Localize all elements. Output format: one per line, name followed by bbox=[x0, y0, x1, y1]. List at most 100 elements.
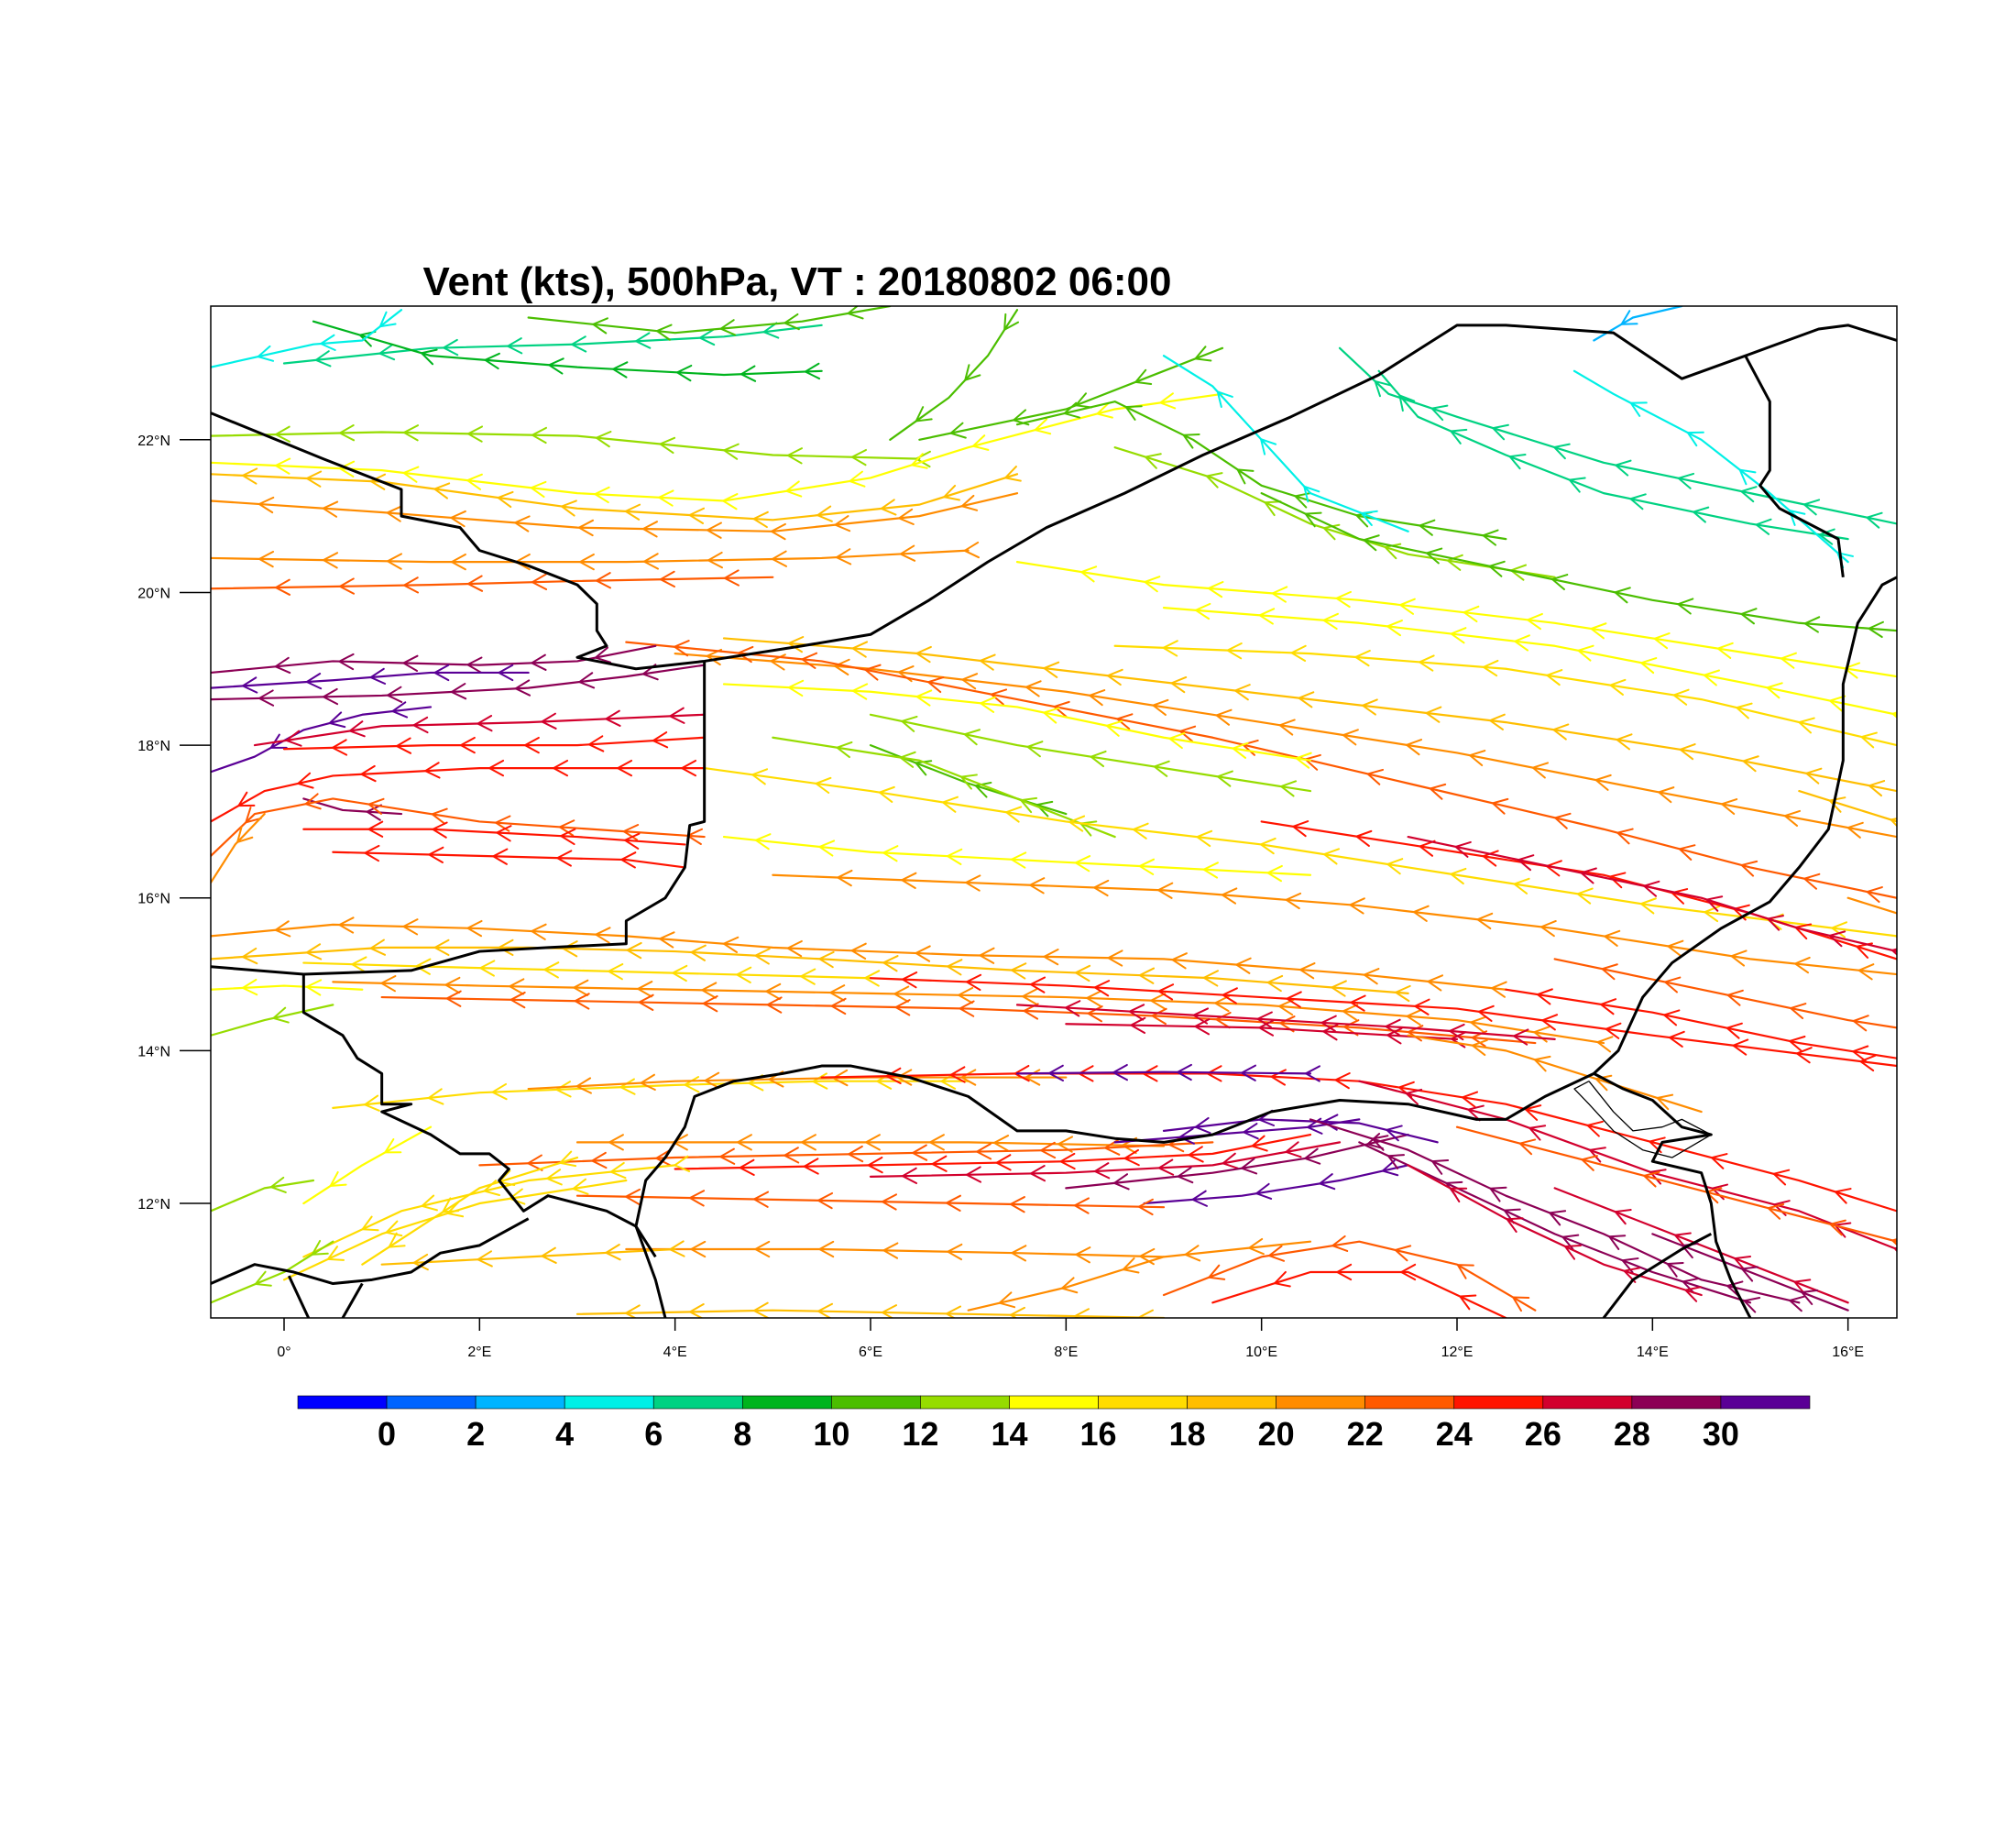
streamline-arrow bbox=[880, 1193, 898, 1211]
streamline-arrow bbox=[1413, 998, 1430, 1015]
streamline-arrow bbox=[687, 1190, 706, 1207]
streamline-arrow bbox=[1470, 1038, 1488, 1057]
streamline-arrow bbox=[689, 1240, 707, 1258]
y-tick-label: 14°N bbox=[137, 1044, 170, 1059]
streamline bbox=[1455, 1125, 1897, 1246]
streamline-arrow bbox=[360, 1215, 379, 1232]
streamline-arrow bbox=[1828, 1219, 1846, 1236]
streamline bbox=[282, 731, 706, 756]
streamline-arrow bbox=[829, 997, 847, 1015]
streamline-arrow bbox=[1073, 855, 1091, 873]
streamline-arrow bbox=[1279, 780, 1298, 797]
color-bar-swatch bbox=[1542, 1395, 1633, 1410]
streamline-arrow bbox=[1136, 1198, 1154, 1216]
streamline-arrow bbox=[577, 553, 595, 571]
streamline-arrow bbox=[800, 652, 818, 669]
streamline-arrow bbox=[433, 664, 450, 682]
streamline-arrow bbox=[674, 364, 693, 382]
streamline bbox=[1846, 896, 1897, 915]
streamline-arrow bbox=[1277, 719, 1296, 736]
streamline-arrow bbox=[1161, 640, 1178, 657]
streamline-arrow bbox=[930, 1155, 948, 1172]
streamline-arrow bbox=[866, 1156, 883, 1174]
streamline-arrow bbox=[1588, 1147, 1606, 1163]
streamline-arrow bbox=[1719, 798, 1738, 816]
streamline-arrow bbox=[1607, 1235, 1627, 1251]
streamline-arrow bbox=[1739, 608, 1758, 625]
streamline-arrow bbox=[1766, 1203, 1785, 1220]
streamline-arrow bbox=[1111, 1063, 1128, 1081]
streamline-arrow bbox=[1418, 840, 1436, 857]
streamline-arrow bbox=[1009, 851, 1027, 869]
streamline-arrow bbox=[547, 357, 564, 375]
streamline-arrow bbox=[1205, 1065, 1222, 1082]
streamline-arrow bbox=[572, 979, 589, 997]
streamline-arrow bbox=[1475, 912, 1494, 930]
streamline-arrow bbox=[1092, 1162, 1111, 1180]
streamline-arrow bbox=[1846, 821, 1864, 839]
color-bar-swatch bbox=[386, 1395, 477, 1410]
streamline-arrow bbox=[1072, 1308, 1090, 1318]
streamline-arrow bbox=[1608, 678, 1627, 696]
streamline-arrow bbox=[530, 923, 547, 940]
streamline-arrow bbox=[1657, 786, 1675, 804]
streamline-arrow bbox=[1576, 644, 1594, 662]
color-bar-label: 16 bbox=[1080, 1415, 1117, 1453]
streamline-arrow bbox=[378, 311, 397, 328]
streamline-arrow bbox=[445, 1201, 465, 1218]
streamline-arrow bbox=[957, 986, 974, 1004]
streamline-arrow bbox=[1265, 974, 1284, 993]
streamline-arrow bbox=[1149, 993, 1167, 1010]
streamline-arrow bbox=[350, 956, 367, 973]
streamline bbox=[332, 975, 1614, 1053]
color-bar-label: 20 bbox=[1258, 1415, 1295, 1453]
streamline-arrow bbox=[1074, 1246, 1091, 1264]
streamline-arrow bbox=[1144, 453, 1162, 469]
streamline-arrow bbox=[770, 550, 788, 567]
streamline-arrow bbox=[1207, 1264, 1226, 1280]
streamline-arrow bbox=[1399, 1263, 1417, 1281]
streamline-arrow bbox=[607, 963, 624, 981]
streamline-arrow bbox=[1797, 717, 1815, 734]
streamline-arrow bbox=[1553, 812, 1572, 829]
streamline-arrow bbox=[849, 942, 867, 960]
streamline-arrow bbox=[814, 776, 832, 794]
color-bar-label: 14 bbox=[991, 1415, 1027, 1453]
country-border bbox=[1593, 1072, 1752, 1318]
streamline-arrow bbox=[1491, 423, 1509, 441]
streamline bbox=[1407, 1034, 1703, 1114]
streamline-arrow bbox=[1013, 1064, 1030, 1082]
streamline-arrow bbox=[641, 521, 658, 538]
streamline-arrow bbox=[1175, 1063, 1192, 1081]
streamline-arrow bbox=[359, 764, 377, 783]
color-bar-swatch bbox=[920, 1395, 1010, 1410]
streamline-arrow bbox=[347, 720, 366, 738]
streamline-arrow bbox=[1603, 929, 1621, 947]
streamline-arrow bbox=[764, 982, 782, 1001]
streamline-arrow bbox=[540, 712, 557, 730]
streamline-arrow bbox=[1214, 708, 1233, 726]
streamline-arrow bbox=[1079, 565, 1098, 583]
streamline-arrow bbox=[319, 334, 336, 351]
streamline-arrow bbox=[607, 1134, 624, 1151]
streamline-arrow bbox=[616, 759, 633, 777]
color-bar-label: 8 bbox=[733, 1415, 751, 1453]
streamline-arrow bbox=[1512, 877, 1530, 895]
streamline-arrow bbox=[1539, 919, 1557, 938]
streamline-arrow bbox=[1263, 500, 1282, 517]
streamline-arrow bbox=[1365, 768, 1385, 785]
streamline-arrow bbox=[1622, 1267, 1641, 1283]
streamline bbox=[211, 492, 1019, 541]
streamline bbox=[1407, 835, 1897, 956]
streamline-arrow bbox=[509, 991, 526, 1009]
streamline-arrow bbox=[545, 1169, 563, 1186]
streamline-arrow bbox=[1731, 1038, 1749, 1056]
streamline-arrow bbox=[1489, 981, 1507, 998]
streamline-arrow bbox=[383, 1138, 402, 1154]
streamline-arrow bbox=[1193, 346, 1212, 362]
streamline-arrow bbox=[799, 968, 816, 985]
streamline-arrow bbox=[1511, 1028, 1529, 1046]
color-bar-swatch bbox=[831, 1395, 921, 1410]
streamline-arrow bbox=[1648, 1136, 1666, 1154]
streamline-arrow bbox=[1607, 872, 1627, 889]
